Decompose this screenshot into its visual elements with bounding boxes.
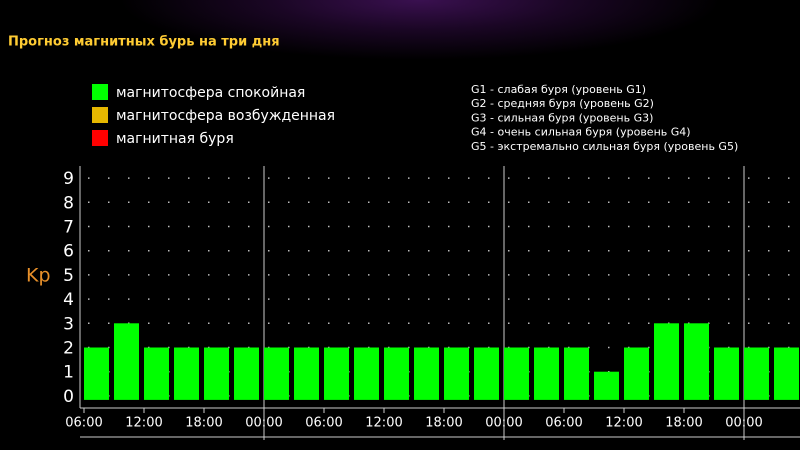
y-tick-label: 8: [63, 193, 74, 213]
scale-note: G5 - экстремально сильная буря (уровень …: [471, 140, 738, 153]
bar: [354, 347, 379, 400]
scale-note: G3 - сильная буря (уровень G3): [471, 111, 653, 124]
y-tick-label: 4: [63, 290, 74, 310]
bar: [234, 347, 259, 400]
x-tick-label: 12:00: [125, 416, 162, 431]
bar: [774, 347, 799, 400]
bar: [264, 347, 289, 400]
x-tick-label: 06:00: [65, 416, 102, 431]
bar: [474, 347, 499, 400]
bar: [144, 347, 169, 400]
y-tick-label: 0: [63, 387, 74, 407]
x-tick-label: 06:00: [545, 416, 582, 431]
y-tick-label: 6: [63, 242, 74, 262]
x-tick-label: 12:00: [605, 416, 642, 431]
x-tick-label: 00:00: [725, 416, 762, 431]
chart-title: Прогноз магнитных бурь на три дня: [8, 35, 280, 50]
legend-label: магнитосфера возбужденная: [116, 108, 335, 124]
y-axis-label: Kp: [26, 265, 51, 287]
bar: [744, 347, 769, 400]
x-tick-label: 18:00: [185, 416, 222, 431]
scale-note: G1 - слабая буря (уровень G1): [471, 83, 646, 96]
bar: [324, 347, 349, 400]
bar: [114, 323, 139, 400]
bar: [414, 347, 439, 400]
y-tick-label: 1: [63, 363, 74, 383]
bar: [684, 323, 709, 400]
bar: [564, 347, 589, 400]
bar: [384, 347, 409, 400]
legend-label: магнитная буря: [116, 131, 234, 147]
y-tick-label: 9: [63, 169, 74, 189]
scale-note: G2 - средняя буря (уровень G2): [471, 97, 654, 110]
bar: [654, 323, 679, 400]
x-tick-label: 00:00: [485, 416, 522, 431]
bar: [174, 347, 199, 400]
bar: [294, 347, 319, 400]
bar: [714, 347, 739, 400]
bar: [624, 347, 649, 400]
bar: [504, 347, 529, 400]
bar: [84, 347, 109, 400]
bar: [534, 347, 559, 400]
legend-label: магнитосфера спокойная: [116, 85, 305, 101]
bar: [204, 347, 229, 400]
x-tick-label: 18:00: [425, 416, 462, 431]
legend-swatch: [92, 107, 108, 123]
bar: [594, 371, 619, 400]
x-tick-label: 06:00: [305, 416, 342, 431]
x-tick-label: 00:00: [245, 416, 282, 431]
legend-swatch: [92, 84, 108, 100]
x-tick-label: 18:00: [665, 416, 702, 431]
bar: [444, 347, 469, 400]
scale-note: G4 - очень сильная буря (уровень G4): [471, 126, 691, 139]
y-tick-label: 3: [63, 314, 74, 334]
legend-swatch: [92, 130, 108, 146]
x-tick-label: 12:00: [365, 416, 402, 431]
y-tick-label: 2: [63, 339, 74, 359]
y-tick-label: 5: [63, 266, 74, 286]
y-tick-label: 7: [63, 218, 74, 238]
